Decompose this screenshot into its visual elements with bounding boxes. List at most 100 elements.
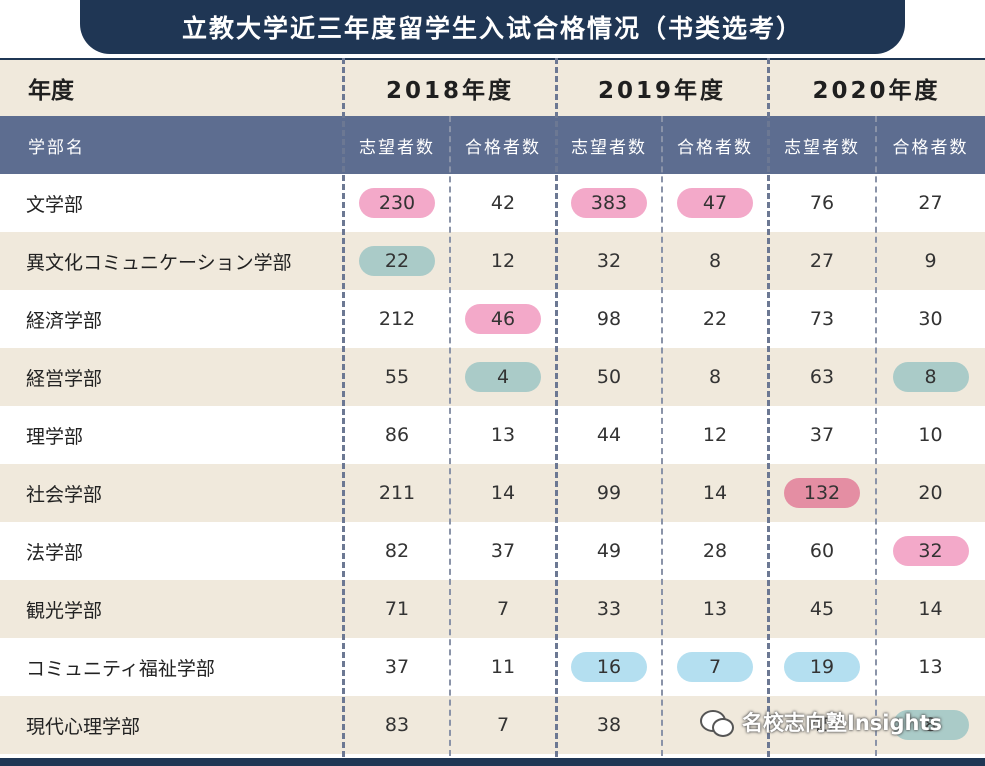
value-passed-2019: 13: [662, 580, 768, 638]
value-text: 82: [384, 540, 410, 562]
value-text: 76: [809, 192, 835, 214]
dept-name: 経済学部: [26, 309, 103, 332]
value-text: 10: [918, 424, 943, 446]
value-text: 12: [702, 424, 728, 446]
divider-2018-sub: [449, 116, 451, 766]
year-header-row: 年度 2018年度 2019年度 2020年度: [0, 58, 985, 116]
divider-2020: [767, 58, 770, 766]
value-applicants-2018: 83: [344, 696, 450, 754]
value-passed-2019: 14: [662, 464, 768, 522]
table-row: コミュニティ福祉学部 37 11 16 7 19 13: [0, 638, 985, 696]
value-applicants-2019: 383: [556, 174, 662, 232]
highlight-badge: 22: [359, 246, 435, 276]
value-text: 45: [809, 598, 835, 620]
value-applicants-2018: 22: [344, 232, 450, 290]
wechat-icon: [700, 708, 734, 737]
value-text: 8: [708, 366, 722, 388]
value-text: 86: [384, 424, 410, 446]
value-passed-2019: 47: [662, 174, 768, 232]
wechat-watermark: 名校志向塾Insights: [700, 702, 942, 742]
value-text: 37: [809, 424, 835, 446]
table-row: 異文化コミュニケーション学部 22 12 32 8 27 9: [0, 232, 985, 290]
highlight-badge: 4: [465, 362, 541, 392]
value-applicants-2019: 98: [556, 290, 662, 348]
value-applicants-2019: 38: [556, 696, 662, 754]
highlight-badge: 8: [892, 710, 969, 740]
value-passed-2018: 13: [450, 406, 556, 464]
dept-name: 法学部: [26, 541, 84, 564]
divider-2019: [555, 58, 558, 766]
value-passed-2019: 7: [662, 638, 768, 696]
dept-name: 現代心理学部: [26, 715, 141, 738]
table-row: 経済学部 212 46 98 22 73 30: [0, 290, 985, 348]
passed-header-2019: 合格者数: [677, 137, 753, 158]
applicants-header-2020: 志望者数: [784, 137, 860, 158]
value-applicants-2020: 45: [768, 696, 876, 754]
table-row: 社会学部 211 14 99 14 132 20: [0, 464, 985, 522]
value-text: 63: [809, 366, 835, 388]
value-passed-2019: 22: [662, 290, 768, 348]
value-text: 7: [496, 714, 510, 736]
value-applicants-2019: 16: [556, 638, 662, 696]
value-text: 12: [490, 250, 516, 272]
value-passed-2018: 37: [450, 522, 556, 580]
highlight-badge: 7: [677, 652, 753, 682]
value-passed-2019: 8: [662, 348, 768, 406]
value-text: 71: [384, 598, 410, 620]
applicants-header-2019: 志望者数: [571, 137, 647, 158]
value-passed-2018: 7: [450, 580, 556, 638]
value-text: 13: [702, 598, 728, 620]
dept-name: 社会学部: [26, 483, 103, 506]
value-passed-2020: 14: [876, 580, 985, 638]
value-text: 33: [596, 598, 622, 620]
value-passed-2020: 8: [876, 348, 985, 406]
value-passed-2020: 10: [876, 406, 985, 464]
dept-name: 理学部: [26, 425, 84, 448]
passed-header-2018: 合格者数: [465, 137, 541, 158]
dept-name: 異文化コミュニケーション学部: [26, 251, 292, 274]
value-applicants-2018: 55: [344, 348, 450, 406]
highlight-badge: 383: [571, 188, 647, 218]
value-text: 60: [809, 540, 835, 562]
value-applicants-2020: 37: [768, 406, 876, 464]
value-applicants-2019: 50: [556, 348, 662, 406]
value-text: 27: [918, 192, 943, 214]
value-passed-2018: 42: [450, 174, 556, 232]
value-passed-2020: 32: [876, 522, 985, 580]
highlight-badge: 46: [465, 304, 541, 334]
value-passed-2018: 46: [450, 290, 556, 348]
year-2019-label: 2019年度: [597, 78, 726, 104]
table-row: 経営学部 55 4 50 8 63 8: [0, 348, 985, 406]
value-text: 50: [596, 366, 622, 388]
value-text: 22: [702, 308, 728, 330]
table-row: 観光学部 71 7 33 13 45 14: [0, 580, 985, 638]
value-applicants-2020: 76: [768, 174, 876, 232]
value-applicants-2019: 49: [556, 522, 662, 580]
value-passed-2019: 12: [662, 406, 768, 464]
passed-header-2020: 合格者数: [892, 137, 969, 158]
highlight-badge: 16: [571, 652, 647, 682]
value-applicants-2018: 212: [344, 290, 450, 348]
value-applicants-2020: 19: [768, 638, 876, 696]
value-applicants-2020: 73: [768, 290, 876, 348]
table-row: 理学部 86 13 44 12 37 10: [0, 406, 985, 464]
value-text: 37: [384, 656, 410, 678]
value-text: 45: [809, 714, 835, 736]
dept-name: 文学部: [26, 193, 84, 216]
value-text: 9: [924, 250, 937, 272]
value-text: 37: [490, 540, 516, 562]
value-text: 211: [378, 482, 416, 504]
dept-name-header: 学部名: [28, 137, 85, 158]
applicants-header-2018: 志望者数: [359, 137, 435, 158]
value-text: 44: [596, 424, 622, 446]
value-applicants-2019: 32: [556, 232, 662, 290]
value-text: 14: [490, 482, 516, 504]
highlight-badge: 32: [892, 536, 969, 566]
value-text: 28: [702, 540, 728, 562]
column-header-row: 学部名 志望者数 合格者数 志望者数 合格者数 志望者数 合格者数: [0, 116, 985, 174]
value-passed-2020: 27: [876, 174, 985, 232]
value-passed-2018: 4: [450, 348, 556, 406]
value-text: 99: [596, 482, 622, 504]
value-applicants-2020: 63: [768, 348, 876, 406]
highlight-badge: 19: [784, 652, 860, 682]
